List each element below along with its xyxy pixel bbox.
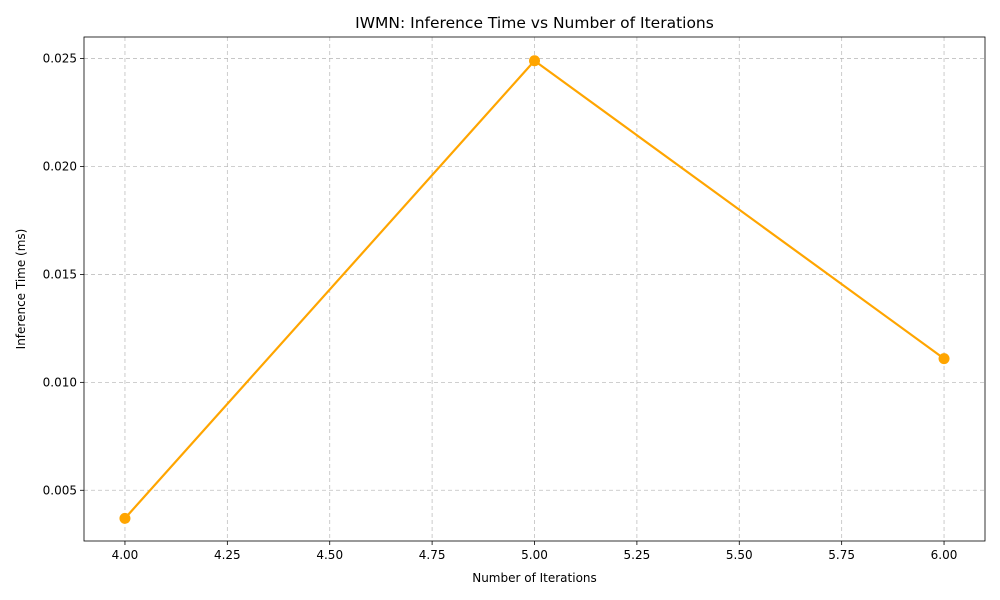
x-tick-label: 6.00 (931, 548, 958, 562)
y-tick-label: 0.025 (43, 52, 77, 66)
x-tick-label: 4.25 (214, 548, 241, 562)
y-tick-label: 0.010 (43, 375, 77, 389)
y-tick-label: 0.005 (43, 483, 77, 497)
data-point-marker (938, 353, 950, 365)
y-tick-label: 0.020 (43, 160, 77, 174)
y-axis-label: Inference Time (ms) (14, 229, 28, 350)
data-point-marker (529, 55, 540, 67)
series-layer (119, 55, 950, 524)
x-tick-label: 5.00 (521, 548, 548, 562)
x-tick-label: 4.50 (316, 548, 343, 562)
data-point-marker (119, 512, 131, 524)
x-axis-label: Number of Iterations (472, 571, 597, 585)
x-axis-ticks: 4.00 4.25 4.50 4.75 5.00 5.25 5.50 5.75 6.00 (112, 541, 958, 562)
x-tick-label: 5.25 (624, 548, 651, 562)
y-tick-label: 0.015 (43, 267, 77, 281)
y-axis-ticks: 0.005 0.010 0.015 0.020 0.025 (43, 52, 84, 497)
x-tick-label: 5.50 (726, 548, 753, 562)
x-tick-label: 5.75 (828, 548, 855, 562)
chart-title: IWMN: Inference Time vs Number of Iterat… (355, 14, 714, 32)
x-tick-label: 4.75 (419, 548, 446, 562)
x-tick-label: 4.00 (112, 548, 139, 562)
